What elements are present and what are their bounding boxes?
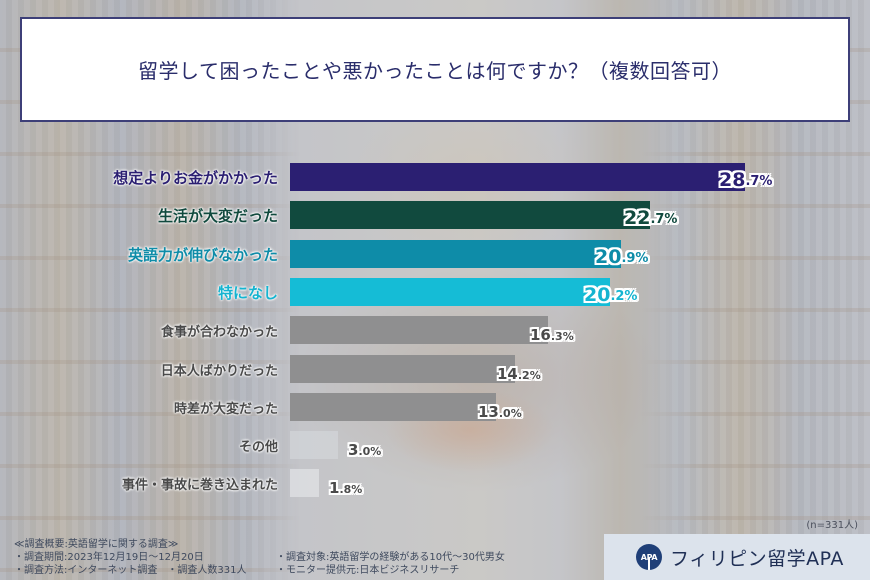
value-decimal: .3%: [550, 330, 574, 343]
apa-logo-icon: APA: [636, 544, 662, 570]
value-label: 1.8%: [329, 471, 362, 497]
chart-row: 英語力が伸びなかった 20.9%: [0, 240, 870, 268]
value-integer: 13: [478, 403, 499, 421]
survey-notes: ≪調査概要:英語留学に関する調査≫ ・調査期間:2023年12月19日～12月2…: [14, 538, 246, 577]
bar: [290, 431, 338, 459]
value-label: 3.0%: [348, 433, 381, 459]
category-label: 特になし: [217, 283, 278, 302]
chart-title: 留学して困ったことや悪かったことは何ですか？（複数回答可）: [138, 59, 732, 83]
notes-target: ・調査対象:英語留学の経験がある10代～30代男女: [276, 552, 505, 563]
notes-period: ・調査期間:2023年12月19日～12月20日: [14, 552, 204, 563]
brand-logo: APA フィリピン留学APA: [604, 534, 870, 580]
bar: [290, 240, 621, 268]
value-integer: 1: [329, 479, 340, 497]
category-label: その他: [238, 439, 278, 455]
category-label: 時差が大変だった: [173, 401, 278, 417]
survey-notes-right: ・調査対象:英語留学の経験がある10代～30代男女 ・モニター提供元:日本ビジネ…: [276, 551, 505, 577]
chart-row: その他 3.0%: [0, 431, 870, 459]
value-decimal: .2%: [517, 369, 541, 382]
value-integer: 20: [584, 284, 611, 306]
category-label: 生活が大変だった: [157, 206, 278, 225]
bar: [290, 355, 515, 383]
notes-provider: ・モニター提供元:日本ビジネスリサーチ: [276, 565, 460, 576]
value-label: 16.3%: [530, 318, 574, 344]
sample-size: (n=331人): [806, 520, 858, 531]
bar: [290, 201, 650, 229]
value-decimal: .7%: [650, 212, 678, 227]
bar: [290, 316, 548, 344]
chart-row: 想定よりお金がかかった 28.7%: [0, 163, 870, 191]
chart-row: 生活が大変だった 22.7%: [0, 201, 870, 229]
value-label: 13.0%: [478, 395, 522, 421]
brand-name: フィリピン留学APA: [670, 547, 844, 570]
value-label: 20.2%: [584, 280, 637, 306]
value-label: 22.7%: [624, 203, 677, 229]
bar: [290, 469, 319, 497]
value-integer: 20: [595, 246, 622, 268]
value-decimal: .2%: [610, 289, 638, 304]
category-label: 食事が合わなかった: [160, 324, 278, 340]
notes-heading: ≪調査概要:英語留学に関する調査≫: [14, 539, 179, 550]
category-label: 事件・事故に巻き込まれた: [121, 477, 278, 493]
bar: [290, 163, 745, 191]
bar: [290, 278, 610, 306]
chart-row: 時差が大変だった 13.0%: [0, 393, 870, 421]
value-integer: 14: [497, 365, 518, 383]
value-label: 20.9%: [595, 242, 648, 268]
category-label: 想定よりお金がかかった: [113, 168, 278, 187]
value-decimal: .0%: [498, 407, 522, 420]
chart-row: 事件・事故に巻き込まれた 1.8%: [0, 469, 870, 497]
value-decimal: .8%: [339, 483, 363, 496]
chart-row: 特になし 20.2%: [0, 278, 870, 306]
value-label: 28.7%: [719, 165, 772, 191]
value-decimal: .7%: [745, 174, 773, 189]
chart-row: 食事が合わなかった 16.3%: [0, 316, 870, 344]
chart-row: 日本人ばかりだった 14.2%: [0, 355, 870, 383]
value-integer: 22: [624, 207, 651, 229]
category-label: 英語力が伸びなかった: [127, 245, 278, 264]
title-box: 留学して困ったことや悪かったことは何ですか？（複数回答可）: [20, 17, 850, 122]
value-integer: 3: [348, 441, 359, 459]
value-decimal: .0%: [358, 445, 382, 458]
category-label: 日本人ばかりだった: [160, 363, 278, 379]
bar: [290, 393, 496, 421]
notes-method: ・調査方法:インターネット調査 ・調査人数331人: [14, 565, 247, 576]
value-integer: 16: [530, 326, 551, 344]
value-integer: 28: [719, 169, 746, 191]
value-decimal: .9%: [621, 251, 649, 266]
value-label: 14.2%: [497, 357, 541, 383]
